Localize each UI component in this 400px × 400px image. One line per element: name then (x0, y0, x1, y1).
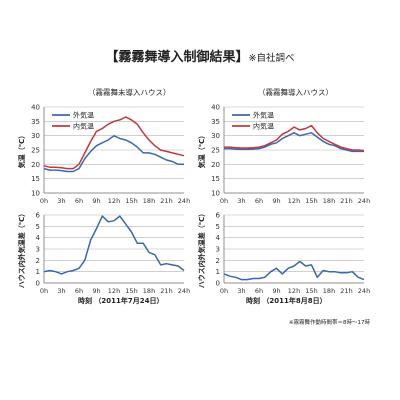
chart4-x-tick-label: 0h (220, 287, 228, 295)
chart3-x-tick-label: 12h (108, 287, 120, 295)
right-x-axis-label: 時刻 （2011年8月8日） (246, 297, 327, 305)
chart4-y-tick-label: 3 (216, 246, 220, 254)
chart3-x-tick-label: 18h (143, 287, 155, 295)
chart4-y-tick-label: 1 (216, 268, 220, 276)
chart2-x-tick-label: 15h (305, 197, 317, 205)
chart1-y-tick-label: 20 (31, 161, 40, 169)
chart4-y-tick-label: 6 (216, 212, 221, 220)
chart4-y-tick-label: 2 (216, 257, 220, 265)
chart1-x-tick-label: 6h (75, 197, 83, 205)
chart1-x-tick-label: 18h (143, 197, 155, 205)
chart1-x-tick-label: 9h (92, 197, 100, 205)
chart4-x-tick-label: 12h (288, 287, 300, 295)
chart1-y-tick-label: 35 (31, 118, 40, 126)
chart1-y-tick-label: 40 (31, 104, 40, 112)
chart2-x-tick-label: 9h (272, 197, 280, 205)
chart3-x-tick-label: 21h (160, 287, 172, 295)
chart2-legend-label: 外気温 (253, 111, 274, 120)
chart2-x-tick-label: 0h (220, 197, 228, 205)
chart4-y-tick-label: 5 (216, 223, 220, 231)
chart1-x-tick-label: 21h (160, 197, 172, 205)
chart2-x-tick-label: 24h (358, 197, 370, 205)
chart2-legend-label: 内気温 (253, 122, 274, 131)
chart2-x-tick-label: 21h (340, 197, 352, 205)
chart1-legend-label: 内気温 (73, 122, 94, 131)
chart2-y-tick-label: 20 (211, 161, 220, 169)
chart1-y-tick-label: 30 (31, 132, 40, 140)
left-panel-title: （霧霧舞未導入ハウス） (88, 88, 171, 97)
chart2-series-line-1 (224, 132, 364, 153)
chart3-y-axis-label: ハウス内外気温差（℃） (17, 210, 26, 288)
title-note: ※自社調べ (248, 53, 295, 64)
chart1-series-line-2 (43, 116, 185, 170)
chart2-y-axis-label: 気温（℃） (197, 132, 206, 168)
chart3-y-tick-label: 6 (36, 212, 41, 220)
chart3-x-tick-label: 3h (57, 287, 65, 295)
chart1-x-tick-label: 24h (178, 197, 190, 205)
chart3-x-tick-label: 24h (178, 287, 190, 295)
chart3-series-line-1 (43, 215, 185, 275)
title-text: 【霧霧舞導入制御結果】 (105, 50, 249, 65)
left-x-axis-label: 時刻 （2011年7月24日） (78, 297, 164, 305)
chart2-y-tick-label: 30 (211, 132, 220, 140)
chart2-x-tick-label: 6h (255, 197, 263, 205)
chart3-y-tick-label: 0 (36, 280, 40, 288)
chart4-y-tick-label: 0 (216, 280, 220, 288)
chart3-y-tick-label: 1 (36, 268, 40, 276)
footnote: ※霧霧舞作動時間帯＝8時～17時 (288, 320, 370, 326)
chart2-x-tick-label: 3h (237, 197, 245, 205)
chart2-series-line-2 (224, 124, 365, 152)
chart4-x-tick-label: 24h (358, 287, 370, 295)
chart1-series-line-1 (43, 134, 184, 173)
chart1-y-axis-label: 気温（℃） (17, 132, 26, 168)
chart4-x-tick-label: 21h (340, 287, 352, 295)
chart1-legend-label: 外気温 (73, 111, 94, 120)
chart1-y-tick-label: 10 (31, 190, 40, 198)
chart4-x-tick-label: 6h (255, 287, 263, 295)
chart1-y-tick-label: 25 (31, 147, 40, 155)
chart3-y-tick-label: 2 (36, 257, 40, 265)
chart3-x-tick-label: 6h (75, 287, 83, 295)
chart1-x-tick-label: 0h (40, 197, 48, 205)
chart4-y-tick-label: 4 (216, 234, 221, 242)
chart2-y-tick-label: 10 (211, 190, 220, 198)
chart3-y-tick-label: 3 (36, 246, 40, 254)
chart2-y-tick-label: 15 (211, 175, 220, 183)
chart4-y-axis-label: ハウス内外気温差（℃） (197, 210, 206, 288)
chart1-x-tick-label: 15h (125, 197, 137, 205)
chart1-x-tick-label: 3h (57, 197, 65, 205)
chart3-y-tick-label: 4 (36, 234, 41, 242)
chart3-y-tick-label: 5 (36, 223, 40, 231)
chart2-y-tick-label: 25 (211, 147, 220, 155)
chart1-y-tick-label: 15 (31, 175, 40, 183)
page-title: 【霧霧舞導入制御結果】※自社調べ (0, 46, 400, 65)
chart4-x-tick-label: 18h (323, 287, 335, 295)
chart2-y-tick-label: 40 (211, 104, 220, 112)
chart3-x-tick-label: 15h (125, 287, 137, 295)
chart2-y-tick-label: 35 (211, 118, 220, 126)
chart4-series-line-1 (223, 260, 365, 281)
chart3-x-tick-label: 0h (40, 287, 48, 295)
chart4-x-tick-label: 3h (237, 287, 245, 295)
chart4-x-tick-label: 9h (272, 287, 280, 295)
right-panel-title: （霧霧舞導入ハウス） (258, 88, 333, 97)
chart4-x-tick-label: 15h (305, 287, 317, 295)
chart3-x-tick-label: 9h (92, 287, 100, 295)
chart2-x-tick-label: 18h (323, 197, 335, 205)
chart2-x-tick-label: 12h (288, 197, 300, 205)
chart1-x-tick-label: 12h (108, 197, 120, 205)
